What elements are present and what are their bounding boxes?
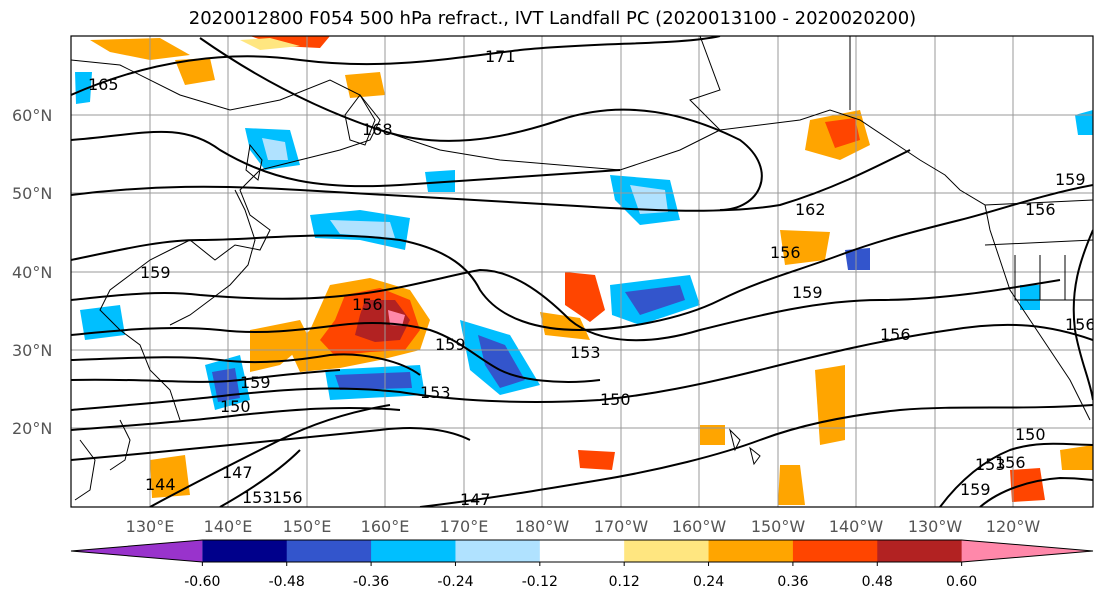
colorbar-tick-label: -0.36	[353, 574, 389, 590]
colorbar-segment	[539, 540, 625, 562]
height-contours	[71, 36, 1093, 507]
lat-label: 40°N	[12, 263, 52, 282]
contour-label: 147	[460, 490, 491, 509]
colorbar-tick-label: 0.48	[862, 574, 893, 590]
contour-label: 153	[420, 383, 451, 402]
lon-label: 170°W	[594, 517, 649, 536]
lat-label: 60°N	[12, 106, 52, 125]
contour-label: 159	[435, 335, 466, 354]
contour-label: 156	[995, 453, 1026, 472]
lon-label: 140°W	[829, 517, 884, 536]
latitude-labels: 60°N 50°N 40°N 30°N 20°N	[12, 106, 52, 438]
contour-label: 159	[960, 480, 991, 499]
lon-label: 150°E	[283, 517, 332, 536]
colorbar-segment	[624, 540, 710, 562]
contour-label: 156	[770, 243, 801, 262]
contour-label: 153	[975, 455, 1006, 474]
colorbar-segment	[202, 540, 288, 562]
colorbar-tick-label: 0.12	[609, 574, 640, 590]
contour-label: 171	[485, 47, 516, 66]
colorbar-tick-label: 0.36	[777, 574, 808, 590]
contour-label: 150	[1015, 425, 1046, 444]
contour-label: 165	[88, 75, 119, 94]
colorbar	[70, 539, 1094, 566]
map-frame	[70, 35, 1094, 508]
contour-label: 153	[242, 488, 273, 507]
contour-label: 168	[362, 120, 393, 139]
colorbar-tick-label: -0.12	[522, 574, 558, 590]
lon-label: 140°E	[204, 517, 253, 536]
contour-label: 153	[570, 343, 601, 362]
colorbar-tick-label: -0.48	[269, 574, 305, 590]
colorbar-tick-label: 0.24	[693, 574, 724, 590]
lat-label: 30°N	[12, 341, 52, 360]
contour-label: 159	[792, 283, 823, 302]
contour-label: 156	[1065, 315, 1096, 334]
contour-label: 159	[140, 263, 171, 282]
colorbar-segment	[286, 540, 372, 562]
colorbar-tick-label: 0.60	[946, 574, 977, 590]
lon-label: 120°W	[986, 517, 1041, 536]
shading-layer	[75, 36, 1093, 505]
contour-label: 159	[1055, 170, 1086, 189]
chart-title: 2020012800 F054 500 hPa refract., IVT La…	[188, 8, 917, 29]
contour-label: 162	[795, 200, 826, 219]
colorbar-segment	[71, 540, 203, 562]
contour-label: 150	[220, 397, 251, 416]
lat-label: 50°N	[12, 184, 52, 203]
contour-label: 159	[240, 373, 271, 392]
colorbar-tick-label: -0.24	[437, 574, 473, 590]
colorbar-segment	[455, 540, 541, 562]
longitude-labels: 130°E 140°E 150°E 160°E 170°E 180°W 170°…	[126, 517, 1041, 536]
lon-label: 150°W	[751, 517, 806, 536]
contour-label: 156	[1025, 200, 1056, 219]
lon-label: 130°W	[908, 517, 963, 536]
lon-label: 170°E	[440, 517, 489, 536]
colorbar-segment	[961, 540, 1093, 562]
contour-labels: 165 171 168 159 162 156 156 159 156 159 …	[88, 47, 1096, 509]
colorbar-segment	[877, 540, 963, 562]
colorbar-tick-label: -0.60	[184, 574, 220, 590]
contour-label: 156	[352, 295, 383, 314]
lon-label: 180°W	[515, 517, 570, 536]
contour-label: 156	[272, 488, 303, 507]
colorbar-segment	[792, 540, 878, 562]
contour-label: 147	[222, 463, 253, 482]
lon-label: 160°E	[361, 517, 410, 536]
coastlines	[71, 36, 1093, 501]
lat-label: 20°N	[12, 419, 52, 438]
contour-label: 156	[880, 325, 911, 344]
colorbar-ticks: -0.60 -0.48 -0.36 -0.24 -0.12 0.12 0.24 …	[184, 574, 977, 590]
colorbar-segment	[371, 540, 456, 562]
contour-label: 144	[145, 475, 176, 494]
colorbar-segment	[708, 540, 794, 562]
lon-label: 130°E	[126, 517, 175, 536]
contour-label: 150	[600, 390, 631, 409]
lon-label: 160°W	[672, 517, 727, 536]
